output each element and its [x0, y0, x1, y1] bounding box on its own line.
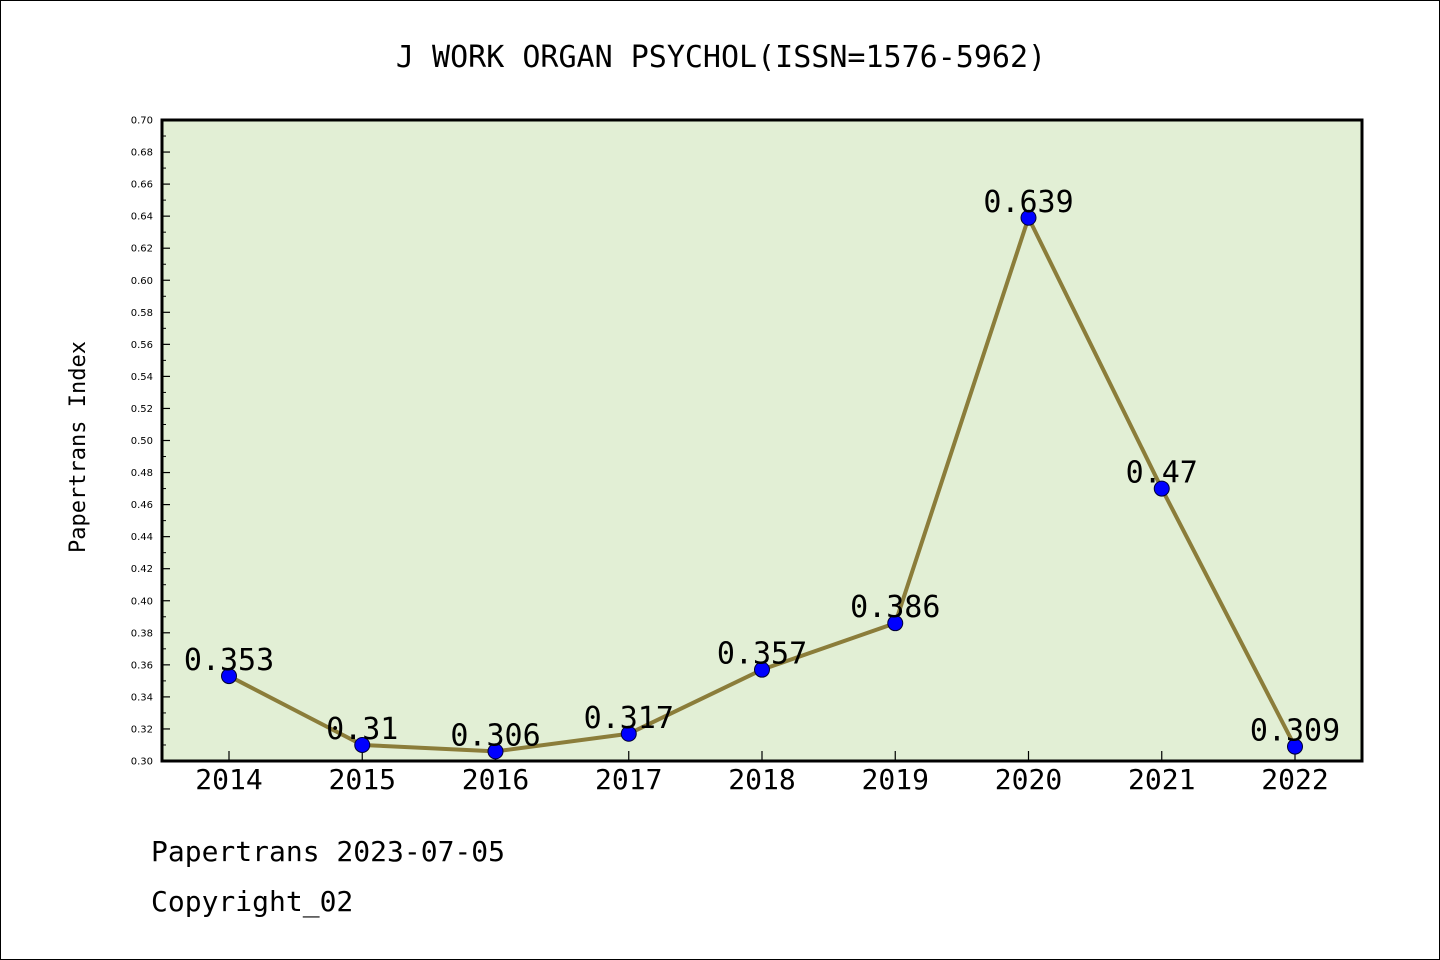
data-point-2020: [1020, 209, 1037, 226]
series-points-group: [221, 209, 1303, 760]
y-tick-label: 0.44: [131, 532, 153, 543]
data-label-2020: 0.639: [983, 185, 1073, 220]
y-tick-label: 0.46: [131, 500, 153, 511]
data-label-2017: 0.317: [584, 701, 674, 736]
data-point-2016: [487, 743, 504, 760]
data-label-2016: 0.306: [450, 718, 540, 753]
data-point-2018: [754, 661, 770, 678]
data-label-2019: 0.386: [850, 590, 940, 625]
y-axis-label: Papertrans Index: [66, 341, 91, 553]
y-tick-label: 0.40: [131, 596, 153, 607]
y-tick-label: 0.50: [131, 436, 153, 447]
data-label-2015: 0.31: [326, 712, 398, 747]
footer-source: Papertrans 2023-07-05: [151, 835, 506, 868]
x-tick-label: 2014: [195, 763, 262, 796]
y-tick-label: 0.52: [131, 404, 153, 415]
x-tick-label: 2015: [329, 763, 396, 796]
data-point-2015: [354, 736, 371, 753]
data-label-2021: 0.47: [1126, 456, 1198, 491]
data-labels-group: 0.353 0.31 0.306 0.317 0.357 0.386 0.639 0.47 0.…: [184, 185, 1340, 754]
y-tick-label: 0.64: [131, 212, 153, 223]
y-tick-label: 0.34: [131, 692, 153, 703]
y-tick-label: 0.32: [131, 724, 153, 735]
y-tick-label: 0.68: [131, 148, 153, 159]
y-tick-label: 0.58: [131, 308, 153, 319]
chart-title: J WORK ORGAN PSYCHOL(ISSN=1576-5962): [396, 40, 1046, 75]
y-tick-label: 0.54: [131, 372, 153, 383]
x-axis-ticks: 2014 2015 2016 2017 2018 2019 2020 2021 2022: [195, 751, 1329, 796]
y-tick-label: 0.48: [131, 468, 153, 479]
y-tick-label: 0.30: [131, 757, 153, 768]
y-tick-label: 0.66: [131, 180, 153, 191]
y-tick-label: 0.60: [131, 276, 153, 287]
y-tick-label: 0.56: [131, 340, 153, 351]
x-tick-label: 2018: [728, 763, 795, 796]
data-point-2014: [221, 668, 237, 685]
y-tick-label: 0.38: [131, 628, 153, 639]
data-label-2014: 0.353: [184, 643, 274, 678]
x-tick-label: 2017: [595, 763, 662, 796]
data-point-2021: [1153, 480, 1170, 497]
data-point-2019: [887, 615, 904, 632]
plot-area: [162, 120, 1362, 761]
x-tick-label: 2021: [1128, 763, 1195, 796]
x-tick-label: 2022: [1261, 763, 1328, 796]
data-point-2017: [620, 725, 637, 742]
x-tick-label: 2020: [995, 763, 1062, 796]
data-label-2022: 0.309: [1250, 714, 1340, 749]
y-tick-label: 0.36: [131, 660, 153, 671]
y-tick-label: 0.62: [131, 244, 153, 255]
x-tick-label: 2016: [462, 763, 529, 796]
y-tick-label: 0.42: [131, 564, 153, 575]
y-tick-label: 0.70: [131, 116, 153, 127]
plot-border: [160, 118, 1364, 763]
x-tick-label: 2019: [862, 763, 929, 796]
footer-copyright: Copyright_02: [151, 885, 354, 918]
data-label-2018: 0.357: [717, 637, 807, 672]
data-point-2022: [1287, 738, 1303, 755]
